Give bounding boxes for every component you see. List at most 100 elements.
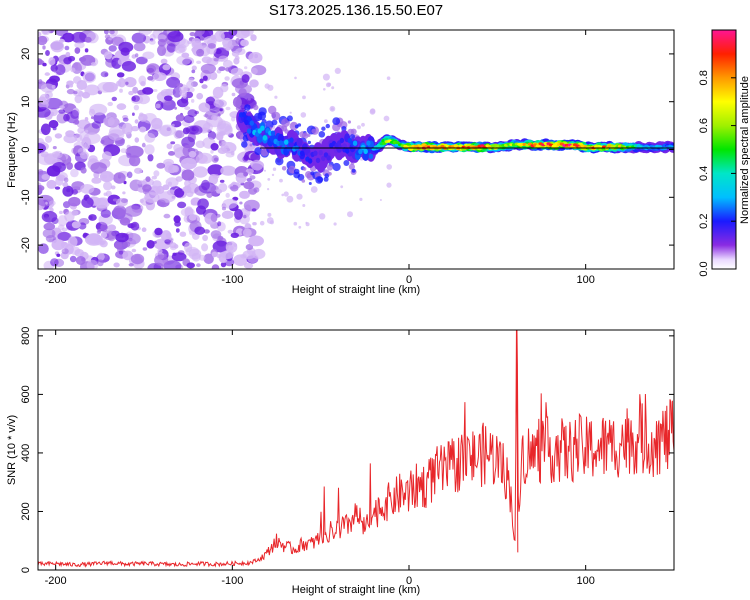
- noise-blob: [140, 81, 146, 87]
- noise-blob: [300, 112, 307, 118]
- noise-blob: [197, 198, 209, 210]
- noise-blob: [70, 168, 79, 178]
- noise-blob: [235, 38, 241, 44]
- noise-blob: [272, 167, 277, 171]
- figure-title: S173.2025.136.15.50.E07: [269, 2, 443, 19]
- noise-blob: [274, 95, 278, 99]
- noise-blob: [82, 71, 97, 83]
- noise-blob: [88, 155, 98, 163]
- noise-blob: [305, 221, 308, 224]
- noise-blob: [302, 204, 306, 207]
- noise-blob: [243, 171, 249, 177]
- noise-blob: [41, 211, 58, 223]
- noise-blob: [180, 157, 197, 170]
- noise-blob: [369, 108, 376, 115]
- ridge-blob: [277, 133, 284, 143]
- noise-blob: [90, 162, 107, 174]
- noise-blob: [158, 124, 177, 136]
- noise-blob: [58, 210, 63, 215]
- noise-blob: [216, 123, 233, 135]
- noise-blob: [201, 179, 210, 191]
- noise-blob: [222, 59, 233, 69]
- noise-blob: [134, 119, 139, 124]
- noise-blob: [199, 36, 205, 41]
- ridge-blob: [296, 137, 303, 147]
- noise-blob: [81, 197, 94, 208]
- colorbar-tick-label: 0.6: [698, 118, 710, 133]
- ridge-blob: [257, 111, 267, 121]
- noise-blob: [209, 71, 218, 80]
- noise-blob: [212, 240, 229, 253]
- noise-blob: [347, 211, 353, 218]
- noise-blob: [207, 164, 224, 177]
- noise-blob: [294, 76, 297, 80]
- noise-blob: [264, 169, 266, 172]
- ridge-blob: [271, 111, 281, 121]
- noise-blob: [54, 186, 61, 190]
- noise-blob: [135, 53, 139, 58]
- noise-blob: [134, 137, 140, 143]
- noise-blob: [185, 125, 199, 135]
- noise-blob: [323, 88, 326, 91]
- ridge-blob: [366, 140, 371, 146]
- noise-blob: [38, 169, 44, 175]
- noise-blob: [67, 236, 78, 247]
- noise-blob: [210, 213, 218, 222]
- noise-blob: [100, 231, 108, 239]
- ridge-blob: [271, 119, 278, 126]
- noise-blob: [103, 51, 113, 60]
- noise-blob: [243, 181, 255, 190]
- noise-blob: [170, 141, 176, 145]
- noise-blob: [122, 250, 134, 261]
- ridge-blob: [321, 126, 326, 131]
- noise-blob: [41, 30, 51, 36]
- noise-blob: [121, 198, 128, 204]
- noise-blob: [154, 254, 169, 266]
- ridge-blob: [368, 153, 374, 159]
- ridge-blob: [311, 128, 317, 134]
- noise-blob: [234, 208, 243, 220]
- noise-blob: [383, 115, 390, 122]
- noise-blob: [38, 58, 43, 66]
- colorbar-tick-label: 0.8: [698, 70, 710, 85]
- noise-blob: [119, 88, 123, 93]
- ridge-blob: [317, 176, 324, 183]
- noise-blob: [293, 221, 298, 226]
- noise-blob: [136, 180, 144, 185]
- noise-blob: [50, 111, 55, 116]
- noise-blob: [49, 75, 60, 83]
- noise-blob: [107, 224, 117, 231]
- noise-blob: [163, 260, 182, 269]
- ridge-blob: [302, 167, 307, 171]
- noise-blob: [40, 151, 49, 158]
- noise-blob: [128, 155, 141, 167]
- x-tick-label: 0: [406, 575, 412, 587]
- noise-blob: [225, 106, 231, 111]
- ridge-blob: [350, 128, 357, 135]
- noise-blob: [231, 50, 240, 57]
- ridge-blob: [324, 173, 330, 179]
- noise-blob: [174, 106, 178, 110]
- noise-blob: [113, 262, 120, 268]
- noise-blob: [64, 45, 70, 51]
- noise-blob: [38, 143, 46, 154]
- noise-blob: [243, 214, 247, 219]
- ridge-blob: [351, 168, 356, 173]
- noise-blob: [103, 116, 115, 127]
- ridge-blob: [247, 97, 251, 101]
- noise-blob: [70, 109, 79, 119]
- noise-blob: [73, 76, 82, 84]
- ridge-blob: [551, 144, 557, 148]
- noise-blob: [243, 262, 254, 269]
- noise-blob: [84, 142, 90, 150]
- noise-blob: [175, 130, 185, 139]
- colorbar: 0.0 0.2 0.4 0.6 0.8 Normalized spectral ampl…: [698, 29, 750, 277]
- ridge-blob: [244, 119, 249, 126]
- noise-blob: [201, 84, 208, 89]
- noise-blob: [53, 69, 57, 73]
- snr-panel: -200 -100 0 100 0 200 400 600 800 Height of str…: [6, 327, 675, 596]
- noise-blob: [181, 96, 189, 104]
- noise-blob: [131, 32, 147, 44]
- noise-blobs: [38, 30, 393, 269]
- ridge-blob: [318, 131, 326, 138]
